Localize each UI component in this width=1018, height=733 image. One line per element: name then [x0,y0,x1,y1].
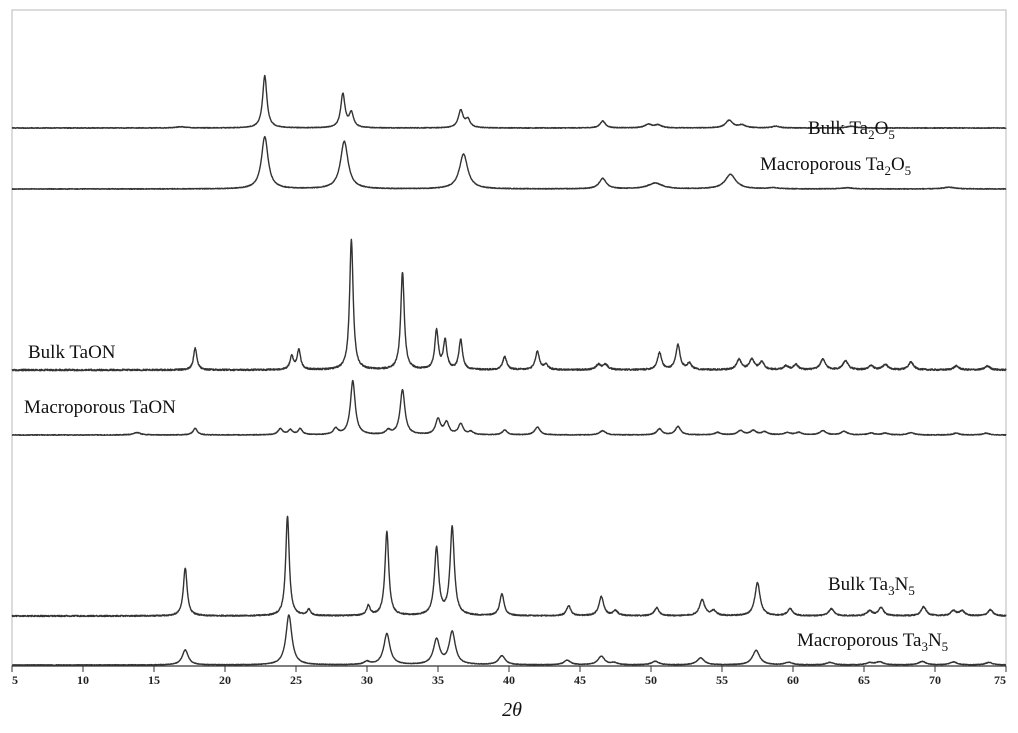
series-label-6-part-1: Macroporous Ta [797,630,922,651]
x-tick-label-20: 20 [219,673,231,687]
x-tick-label-55: 55 [716,673,728,687]
series-label-2-part-2: 2 [884,163,891,178]
series-label-2-part-4: 5 [905,163,912,178]
series-line-2 [11,135,1007,191]
series-label-5-part-3: N [895,574,909,595]
series-label-5: Bulk Ta3N5 [828,574,915,598]
series-label-5-part-2: 3 [888,583,895,598]
series-label-6-part-2: 3 [921,639,928,654]
x-tick-label-15: 15 [148,673,160,687]
series-traces [11,74,1007,666]
x-tick-label-60: 60 [787,673,799,687]
series-line-5 [11,515,1007,618]
series-label-6-part-4: 5 [942,639,949,654]
x-tick-label-35: 35 [432,673,444,687]
series-label-1-part-1: Bulk Ta [808,118,869,139]
series-line-1 [11,74,1007,130]
series-label-1-part-3: O [875,118,889,139]
x-tick-label-30: 30 [361,673,373,687]
plot-frame [11,9,1007,667]
series-line-4 [11,379,1007,437]
series-label-2-part-1: Macroporous Ta [760,154,885,175]
x-tick-label-75: 75 [994,673,1006,687]
series-label-4: Macroporous TaON [24,397,176,418]
series-label-5-part-1: Bulk Ta [828,574,889,595]
series-label-6: Macroporous Ta3N5 [797,630,948,654]
series-label-3: Bulk TaON [28,342,116,363]
x-tick-label-65: 65 [858,673,870,687]
series-label-6-part-3: N [928,630,942,651]
x-axis-label: 2θ [502,699,522,721]
series-label-5-part-4: 5 [908,583,915,598]
series-line-6 [11,614,1007,666]
series-label-2-part-3: O [891,154,905,175]
x-tick-label-10: 10 [77,673,89,687]
x-tick-label-50: 50 [645,673,657,687]
series-label-2: Macroporous Ta2O5 [760,154,911,178]
series-label-1-part-2: 2 [868,127,875,142]
x-tick-label-40: 40 [503,673,515,687]
series-label-1-part-4: 5 [888,127,895,142]
series-line-3 [11,238,1007,372]
series-label-3-part-1: Bulk TaON [28,342,116,363]
series-label-4-part-1: Macroporous TaON [24,397,176,418]
x-tick-label-25: 25 [290,673,302,687]
x-tick-label-5: 5 [12,673,18,687]
series-label-1: Bulk Ta2O5 [808,118,895,142]
x-tick-label-70: 70 [929,673,941,687]
x-axis-ticks: 5 10 15 20 25 30 35 40 45 50 55 60 65 70 75 [11,666,1007,687]
x-tick-label-45: 45 [574,673,586,687]
